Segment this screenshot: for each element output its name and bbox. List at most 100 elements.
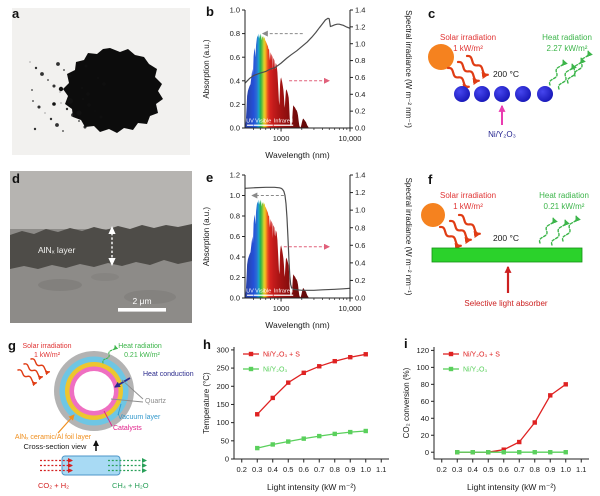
solar-irradiation-label: Solar irradiation bbox=[440, 191, 496, 200]
svg-text:0.8: 0.8 bbox=[355, 56, 365, 65]
solar-ray-icon bbox=[16, 368, 38, 385]
heat-conduction-label: Heat conduction bbox=[143, 371, 194, 378]
svg-text:0.6: 0.6 bbox=[355, 241, 365, 250]
svg-text:0.9: 0.9 bbox=[345, 465, 355, 474]
svg-text:0.8: 0.8 bbox=[230, 212, 240, 221]
svg-text:Ni/Y₂O₃: Ni/Y₂O₃ bbox=[263, 367, 287, 374]
svg-text:1.0: 1.0 bbox=[561, 465, 571, 474]
alnx-layer-label: AlNₓ layer bbox=[38, 245, 75, 255]
sem-cross-section-image: AlNₓ layer 2 μm bbox=[10, 171, 192, 323]
absorber-bar bbox=[431, 247, 583, 263]
solar-ray-icon bbox=[437, 224, 464, 249]
solar-irradiation-value: 1 kW/m² bbox=[34, 352, 61, 359]
svg-text:0.6: 0.6 bbox=[230, 232, 240, 241]
svg-text:Ni/Y₂O₃ + S: Ni/Y₂O₃ + S bbox=[463, 352, 500, 359]
svg-text:Infrared: Infrared bbox=[274, 119, 293, 125]
svg-text:0.7: 0.7 bbox=[314, 465, 324, 474]
sun-icon bbox=[428, 44, 454, 70]
svg-text:0.0: 0.0 bbox=[230, 124, 240, 133]
svg-text:Light intensity (kW m⁻²): Light intensity (kW m⁻²) bbox=[467, 482, 556, 492]
svg-text:1.2: 1.2 bbox=[230, 171, 240, 180]
powder-photo-image bbox=[12, 8, 190, 155]
catalyst-particles bbox=[454, 86, 553, 102]
panel-label-g: g bbox=[8, 338, 16, 353]
svg-text:100: 100 bbox=[416, 363, 429, 372]
solar-ray-icon bbox=[456, 212, 483, 237]
co2-conversion-vs-intensity-chart: 0 20 40 60 80 100 120 0.2 0.3 0.4 0.5 0.6 0.7 0.8 0.9 1… bbox=[402, 346, 589, 492]
svg-text:0.2: 0.2 bbox=[230, 273, 240, 282]
panel-d-sem-image: AlNₓ layer 2 μm bbox=[0, 165, 200, 335]
panel-b-absorption-chart: 0.0 0.2 0.4 0.6 0.8 1.0 0.0 0.2 0.4 0.6 0.8 1.0 1.2 1… bbox=[200, 0, 412, 165]
svg-text:UV: UV bbox=[246, 289, 254, 295]
panel-label-h: h bbox=[203, 337, 211, 352]
svg-text:0.5: 0.5 bbox=[283, 465, 293, 474]
svg-text:1.0: 1.0 bbox=[361, 465, 371, 474]
svg-text:Temperature (°C): Temperature (°C) bbox=[202, 372, 211, 434]
svg-text:0.8: 0.8 bbox=[330, 465, 340, 474]
svg-text:1000: 1000 bbox=[273, 134, 290, 143]
absorption-spectrum-chart-b: 0.0 0.2 0.4 0.6 0.8 1.0 0.0 0.2 0.4 0.6 0.8 1.0 1.2 1… bbox=[202, 6, 412, 160]
heat-wave-icon bbox=[560, 214, 579, 243]
reactor-rings bbox=[54, 351, 134, 431]
svg-text:0.4: 0.4 bbox=[230, 76, 240, 85]
vacuum-leader-line bbox=[117, 403, 122, 416]
svg-text:0.4: 0.4 bbox=[355, 90, 365, 99]
inlet-gas-label: CO₂ + H₂ bbox=[38, 481, 69, 490]
solar-irradiation-value: 1 kW/m² bbox=[453, 202, 483, 211]
panel-label-i: i bbox=[404, 336, 408, 351]
svg-text:0: 0 bbox=[425, 448, 429, 457]
svg-text:1.1: 1.1 bbox=[376, 465, 386, 474]
svg-text:Visible: Visible bbox=[255, 119, 271, 125]
svg-text:0.6: 0.6 bbox=[355, 73, 365, 82]
svg-text:Ni/Y₂O₃ + S: Ni/Y₂O₃ + S bbox=[263, 352, 300, 359]
svg-text:Visible: Visible bbox=[255, 289, 271, 295]
svg-text:0.2: 0.2 bbox=[437, 465, 447, 474]
svg-text:1000: 1000 bbox=[273, 304, 290, 313]
svg-text:50: 50 bbox=[221, 436, 229, 445]
svg-text:0.4: 0.4 bbox=[268, 465, 278, 474]
heat-radiation-value: 0.21 kW/m² bbox=[544, 202, 585, 211]
svg-text:Wavelength (nm): Wavelength (nm) bbox=[265, 150, 330, 160]
panel-g-reactor-diagram: Solar irradiation 1 kW/m² Heat radiation… bbox=[0, 335, 200, 496]
svg-text:0.2: 0.2 bbox=[230, 100, 240, 109]
svg-text:40: 40 bbox=[421, 414, 429, 423]
powder-blob bbox=[63, 48, 163, 133]
heat-wave-icon bbox=[547, 58, 566, 87]
quartz-label: Quartz bbox=[145, 398, 167, 405]
heat-wave-icon bbox=[549, 218, 568, 247]
svg-text:0.5: 0.5 bbox=[483, 465, 493, 474]
heat-radiation-label: Heat radiation bbox=[542, 33, 592, 42]
alnx-foil-label: AlNₓ ceramic/Al foil layer bbox=[15, 434, 92, 441]
svg-text:250: 250 bbox=[216, 364, 229, 373]
svg-text:0.3: 0.3 bbox=[252, 465, 262, 474]
heat-radiation-label: Heat radiation bbox=[539, 191, 589, 200]
svg-text:0.9: 0.9 bbox=[545, 465, 555, 474]
temperature-vs-intensity-chart: 0 50 100 150 200 250 300 0.2 0.3 0.4 0.5 0.6 0.7 0.8 0… bbox=[202, 346, 389, 492]
svg-text:1.0: 1.0 bbox=[355, 206, 365, 215]
panel-h-temperature-chart: 0 50 100 150 200 250 300 0.2 0.3 0.4 0.5 0.6 0.7 0.8 0… bbox=[200, 335, 400, 496]
svg-text:1.4: 1.4 bbox=[355, 6, 365, 15]
svg-text:80: 80 bbox=[421, 380, 429, 389]
thickness-arrow bbox=[108, 226, 116, 266]
svg-text:Ni/Y₂O₃: Ni/Y₂O₃ bbox=[463, 367, 487, 374]
svg-text:Absorption (a.u.): Absorption (a.u.) bbox=[202, 207, 211, 266]
powder-speckles bbox=[29, 61, 108, 132]
svg-text:0.8: 0.8 bbox=[355, 223, 365, 232]
solar-irradiation-label: Solar irradiation bbox=[22, 343, 71, 350]
svg-text:Infrared: Infrared bbox=[274, 289, 293, 295]
svg-text:20: 20 bbox=[421, 431, 429, 440]
svg-text:0.2: 0.2 bbox=[355, 276, 365, 285]
svg-text:Absorption (a.u.): Absorption (a.u.) bbox=[202, 39, 211, 98]
quartz-leader-line bbox=[110, 398, 144, 403]
heat-radiation-value: 2.27 kW/m² bbox=[547, 44, 588, 53]
temperature-label: 200 °C bbox=[493, 233, 519, 243]
catalyst-name-label: Ni/Y₂O₃ bbox=[488, 130, 516, 139]
svg-text:1.2: 1.2 bbox=[355, 22, 365, 31]
panel-label-c: c bbox=[428, 6, 436, 21]
cross-section-label: Cross-section view bbox=[24, 442, 88, 451]
panel-e-absorption-chart: 0.0 0.2 0.4 0.6 0.8 1.0 1.2 0.0 0.2 0.4 0.6 0.8 1.0 1… bbox=[200, 165, 412, 335]
svg-text:120: 120 bbox=[416, 346, 429, 355]
catalyst-scheme-diagram: Solar irradiation 1 kW/m² Heat radiation… bbox=[428, 33, 592, 139]
solar-ray-icon bbox=[445, 65, 472, 90]
